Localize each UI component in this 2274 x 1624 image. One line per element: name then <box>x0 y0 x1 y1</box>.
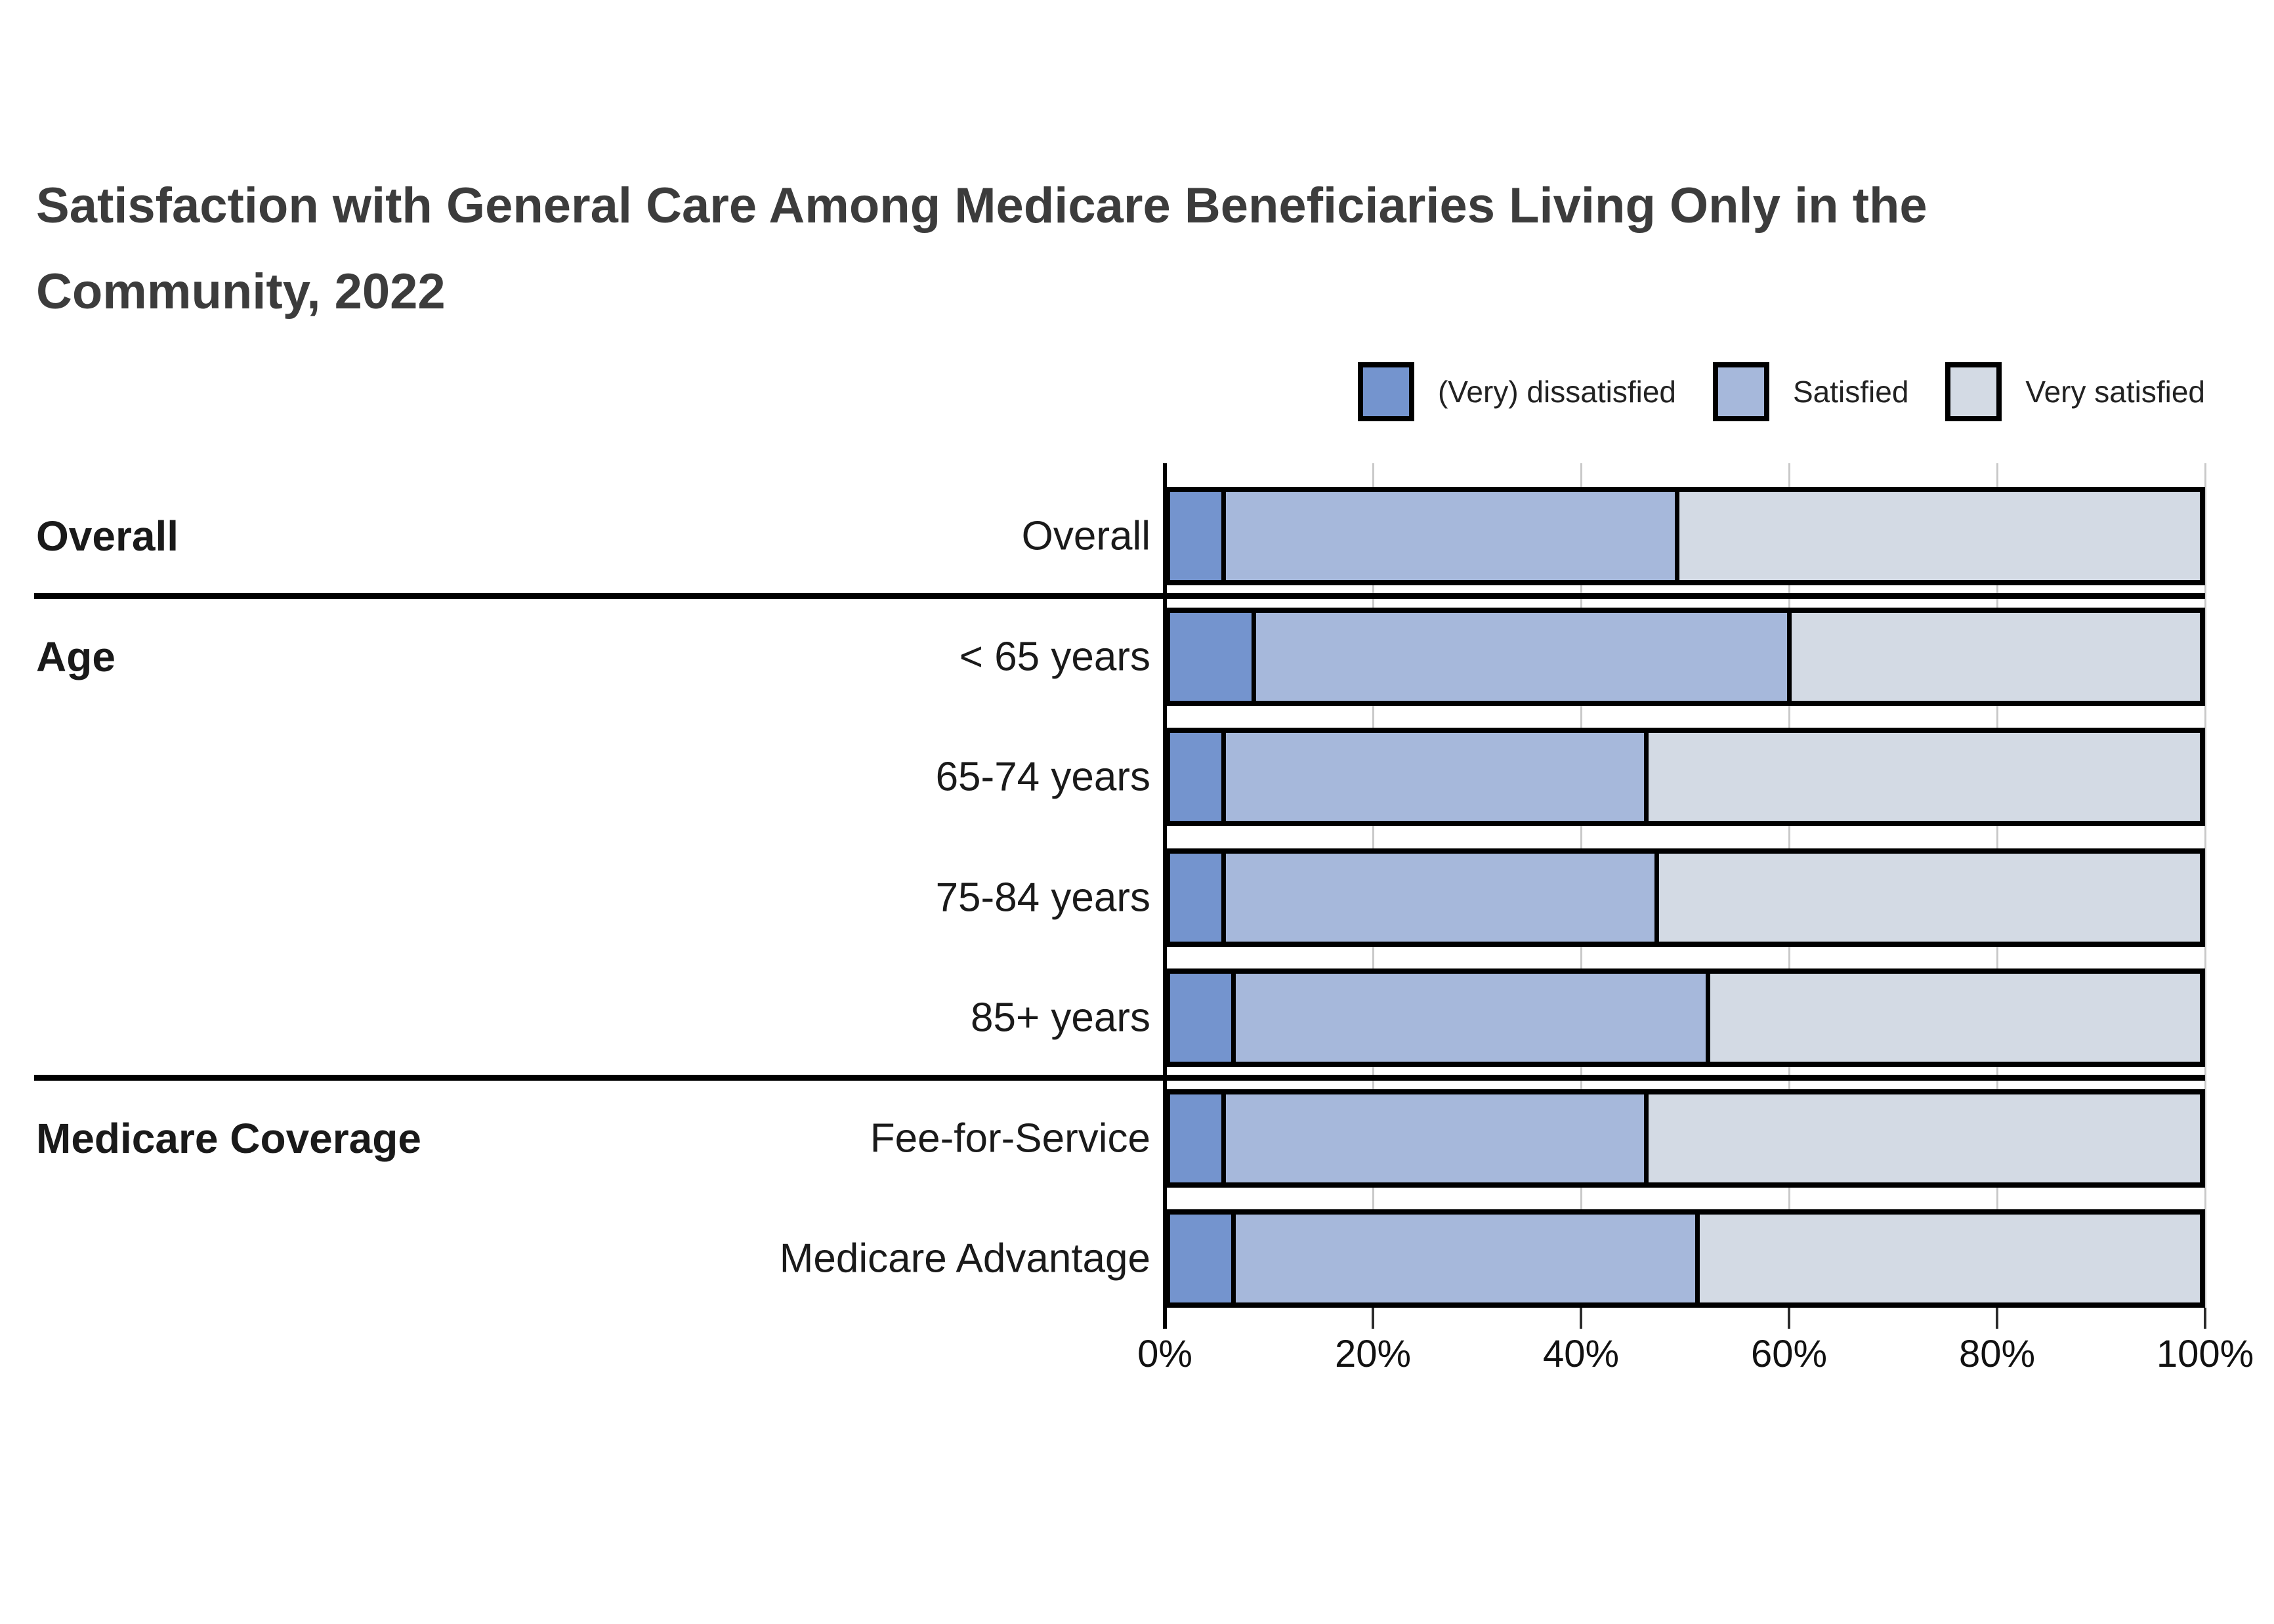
bar-row <box>1165 487 2205 585</box>
x-tick-label: 80% <box>1958 1333 2036 1375</box>
bar-row <box>1165 607 2205 706</box>
axis-tick <box>1580 1308 1582 1329</box>
bar-segment-satisfied <box>1231 1215 1696 1302</box>
group-label: Overall <box>36 512 179 560</box>
row-label: 85+ years <box>970 995 1150 1041</box>
legend-item-dissatisfied: (Very) dissatisfied <box>1357 362 1676 421</box>
bar-row <box>1165 1209 2205 1308</box>
bar-segment-satisfied <box>1252 612 1787 701</box>
satisfied-swatch-icon <box>1712 362 1769 421</box>
bar-row <box>1165 968 2205 1067</box>
group-separator <box>34 593 2205 600</box>
bar-segment--very-dissatisfied <box>1170 492 1221 580</box>
gridline <box>2204 463 2206 1308</box>
bar-segment-satisfied <box>1221 733 1645 821</box>
bar-row <box>1165 1089 2205 1188</box>
x-tick-label: 20% <box>1334 1333 1412 1375</box>
bar-segment--very-dissatisfied <box>1170 733 1221 821</box>
x-tick-label: 100% <box>2156 1333 2254 1375</box>
bar-segment-satisfied <box>1221 1094 1645 1182</box>
row-label: Medicare Advantage <box>779 1236 1150 1281</box>
bar-segment--very-dissatisfied <box>1170 1215 1232 1302</box>
legend-item-satisfied: Satisfied <box>1712 362 1909 421</box>
group-separator <box>34 1075 2205 1081</box>
bar-segment--very-dissatisfied <box>1170 612 1252 701</box>
bar-segment-very-satisfied <box>1654 853 2200 942</box>
group-label: Age <box>36 633 116 680</box>
x-tick-label: 0% <box>1137 1333 1192 1375</box>
legend-label: Very satisfied <box>2025 375 2205 409</box>
bar-segment-very-satisfied <box>1644 733 2200 821</box>
bar-segment-very-satisfied <box>1705 974 2200 1062</box>
legend-label: Satisfied <box>1792 375 1909 409</box>
bar-segment-very-satisfied <box>1695 1215 2200 1302</box>
row-label: Fee-for-Service <box>870 1115 1150 1161</box>
bar-row <box>1165 728 2205 826</box>
row-label: Overall <box>1021 513 1150 559</box>
legend: (Very) dissatisfied Satisfied Very satis… <box>1357 362 2205 421</box>
bar-segment--very-dissatisfied <box>1170 853 1221 942</box>
bar-segment-very-satisfied <box>1644 1094 2200 1182</box>
axis-tick <box>2204 1308 2206 1329</box>
row-label: 75-84 years <box>935 875 1150 920</box>
group-label: Medicare Coverage <box>36 1114 421 1162</box>
bar-segment-very-satisfied <box>1787 612 2200 701</box>
row-label: 65-74 years <box>935 754 1150 800</box>
x-tick-label: 40% <box>1542 1333 1620 1375</box>
bar-segment--very-dissatisfied <box>1170 1094 1221 1182</box>
legend-item-very-satisfied: Very satisfied <box>1945 362 2205 421</box>
bar-row <box>1165 848 2205 947</box>
bar-segment-satisfied <box>1221 853 1654 942</box>
chart-title: Satisfaction with General Care Among Med… <box>36 177 1927 320</box>
bar-segment-satisfied <box>1231 974 1706 1062</box>
row-label: < 65 years <box>959 634 1150 679</box>
bar-segment--very-dissatisfied <box>1170 974 1232 1062</box>
x-tick-label: 60% <box>1750 1333 1828 1375</box>
legend-label: (Very) dissatisfied <box>1437 375 1676 409</box>
axis-tick <box>1372 1308 1374 1329</box>
very-satisfied-swatch-icon <box>1945 362 2002 421</box>
bar-segment-very-satisfied <box>1674 492 2200 580</box>
axis-tick <box>1996 1308 1998 1329</box>
dissatisfied-swatch-icon <box>1357 362 1414 421</box>
bar-segment-satisfied <box>1221 492 1675 580</box>
axis-tick <box>1788 1308 1790 1329</box>
